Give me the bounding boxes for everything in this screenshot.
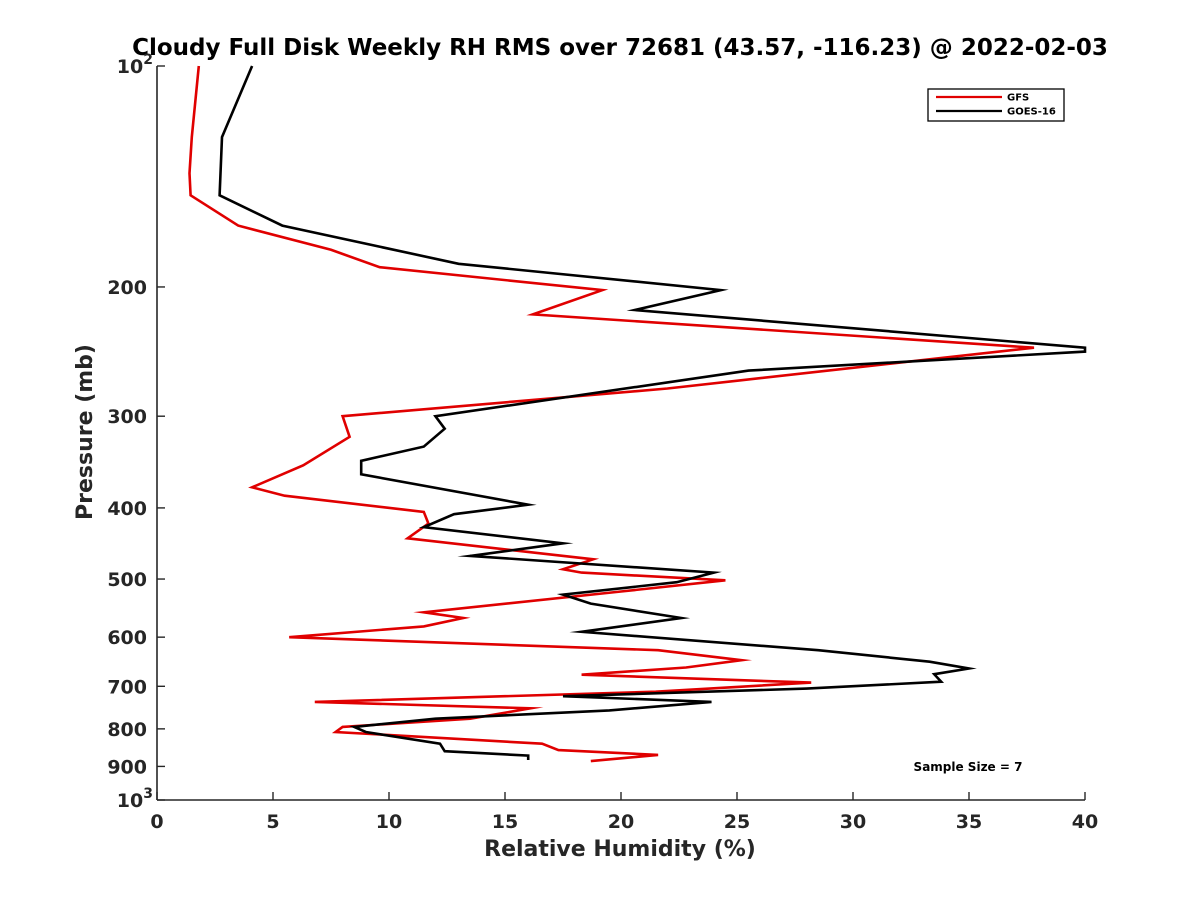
x-tick-label: 40	[1072, 811, 1098, 833]
legend-box	[927, 88, 1065, 122]
y-tick-label: 700	[107, 676, 147, 698]
x-axis-ticks: 0 5 10 15 20 25 30 35 40	[150, 792, 1098, 833]
y-axis-ticks: 102 200 300 400 500 600 700 800 900 103	[107, 52, 165, 812]
y-tick-label: 800	[107, 719, 147, 741]
y-tick-label: 103	[117, 786, 153, 812]
x-tick-label: 30	[840, 811, 866, 833]
series-layer	[188, 65, 1087, 763]
y-tick-label: 400	[107, 498, 147, 520]
y-tick-label: 600	[107, 627, 147, 649]
chart-title: Cloudy Full Disk Weekly RH RMS over 7268…	[132, 35, 1108, 61]
x-tick-label: 25	[724, 811, 750, 833]
y-tick-label: 500	[107, 569, 147, 591]
y-axis-label: Pressure (mb)	[73, 344, 98, 520]
y-tick-label: 102	[117, 52, 153, 78]
y-tick-label: 300	[107, 406, 147, 428]
y-tick-label: 200	[107, 277, 147, 299]
series-line-gfs	[188, 65, 1035, 763]
sample-size-annotation: Sample Size = 7	[914, 760, 1023, 774]
x-tick-label: 10	[376, 811, 402, 833]
legend-label-goes16: GOES-16	[1007, 107, 1056, 118]
legend: GFS GOES-16	[927, 88, 1065, 122]
x-tick-label: 5	[266, 811, 279, 833]
legend-label-gfs: GFS	[1007, 93, 1029, 104]
x-tick-label: 20	[608, 811, 634, 833]
y-tick-label: 900	[107, 756, 147, 778]
x-tick-label: 15	[492, 811, 518, 833]
x-tick-label: 0	[150, 811, 163, 833]
x-axis-label: Relative Humidity (%)	[484, 837, 756, 862]
x-tick-label: 35	[956, 811, 982, 833]
series-line-goes-16	[218, 65, 1087, 760]
